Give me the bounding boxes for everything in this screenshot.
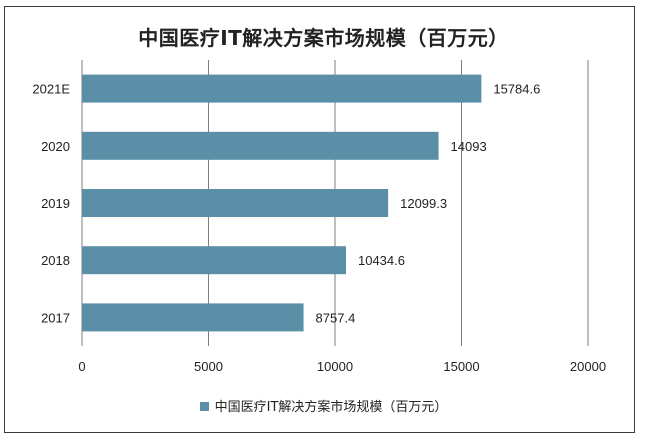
y-tick-label: 2018 xyxy=(41,253,70,268)
bars xyxy=(82,74,482,332)
legend-label: 中国医疗IT解决方案市场规模（百万元） xyxy=(214,400,448,415)
legend-swatch xyxy=(199,402,209,411)
bar xyxy=(82,131,439,160)
x-tick-label: 20000 xyxy=(570,359,606,374)
data-label: 8757.4 xyxy=(316,310,356,325)
legend: 中国医疗IT解决方案市场规模（百万元） xyxy=(0,396,647,415)
x-tick-label: 5000 xyxy=(194,359,223,374)
bar xyxy=(82,189,389,217)
chart-title: 中国医疗IT解决方案市场规模（百万元） xyxy=(138,26,509,50)
y-tick-label: 2019 xyxy=(41,196,70,211)
y-tick-labels: 2021E 2020 2019 2018 2017 xyxy=(32,82,70,326)
bar xyxy=(82,246,346,275)
x-tick-label: 15000 xyxy=(443,359,479,374)
data-label: 12099.3 xyxy=(400,196,447,211)
data-label: 15784.6 xyxy=(493,82,540,97)
bar xyxy=(82,303,304,332)
x-tick-labels: 0 5000 10000 15000 20000 xyxy=(78,359,606,374)
data-label: 14093 xyxy=(451,139,487,154)
y-tick-label: 2020 xyxy=(41,139,70,154)
data-labels: 15784.6 14093 12099.3 10434.6 8757.4 xyxy=(316,82,541,326)
x-tick-label: 0 xyxy=(78,359,85,374)
x-tick-label: 10000 xyxy=(317,359,353,374)
bar xyxy=(82,74,482,103)
y-tick-label: 2021E xyxy=(32,82,70,97)
y-tick-label: 2017 xyxy=(41,310,70,325)
data-label: 10434.6 xyxy=(358,253,405,268)
